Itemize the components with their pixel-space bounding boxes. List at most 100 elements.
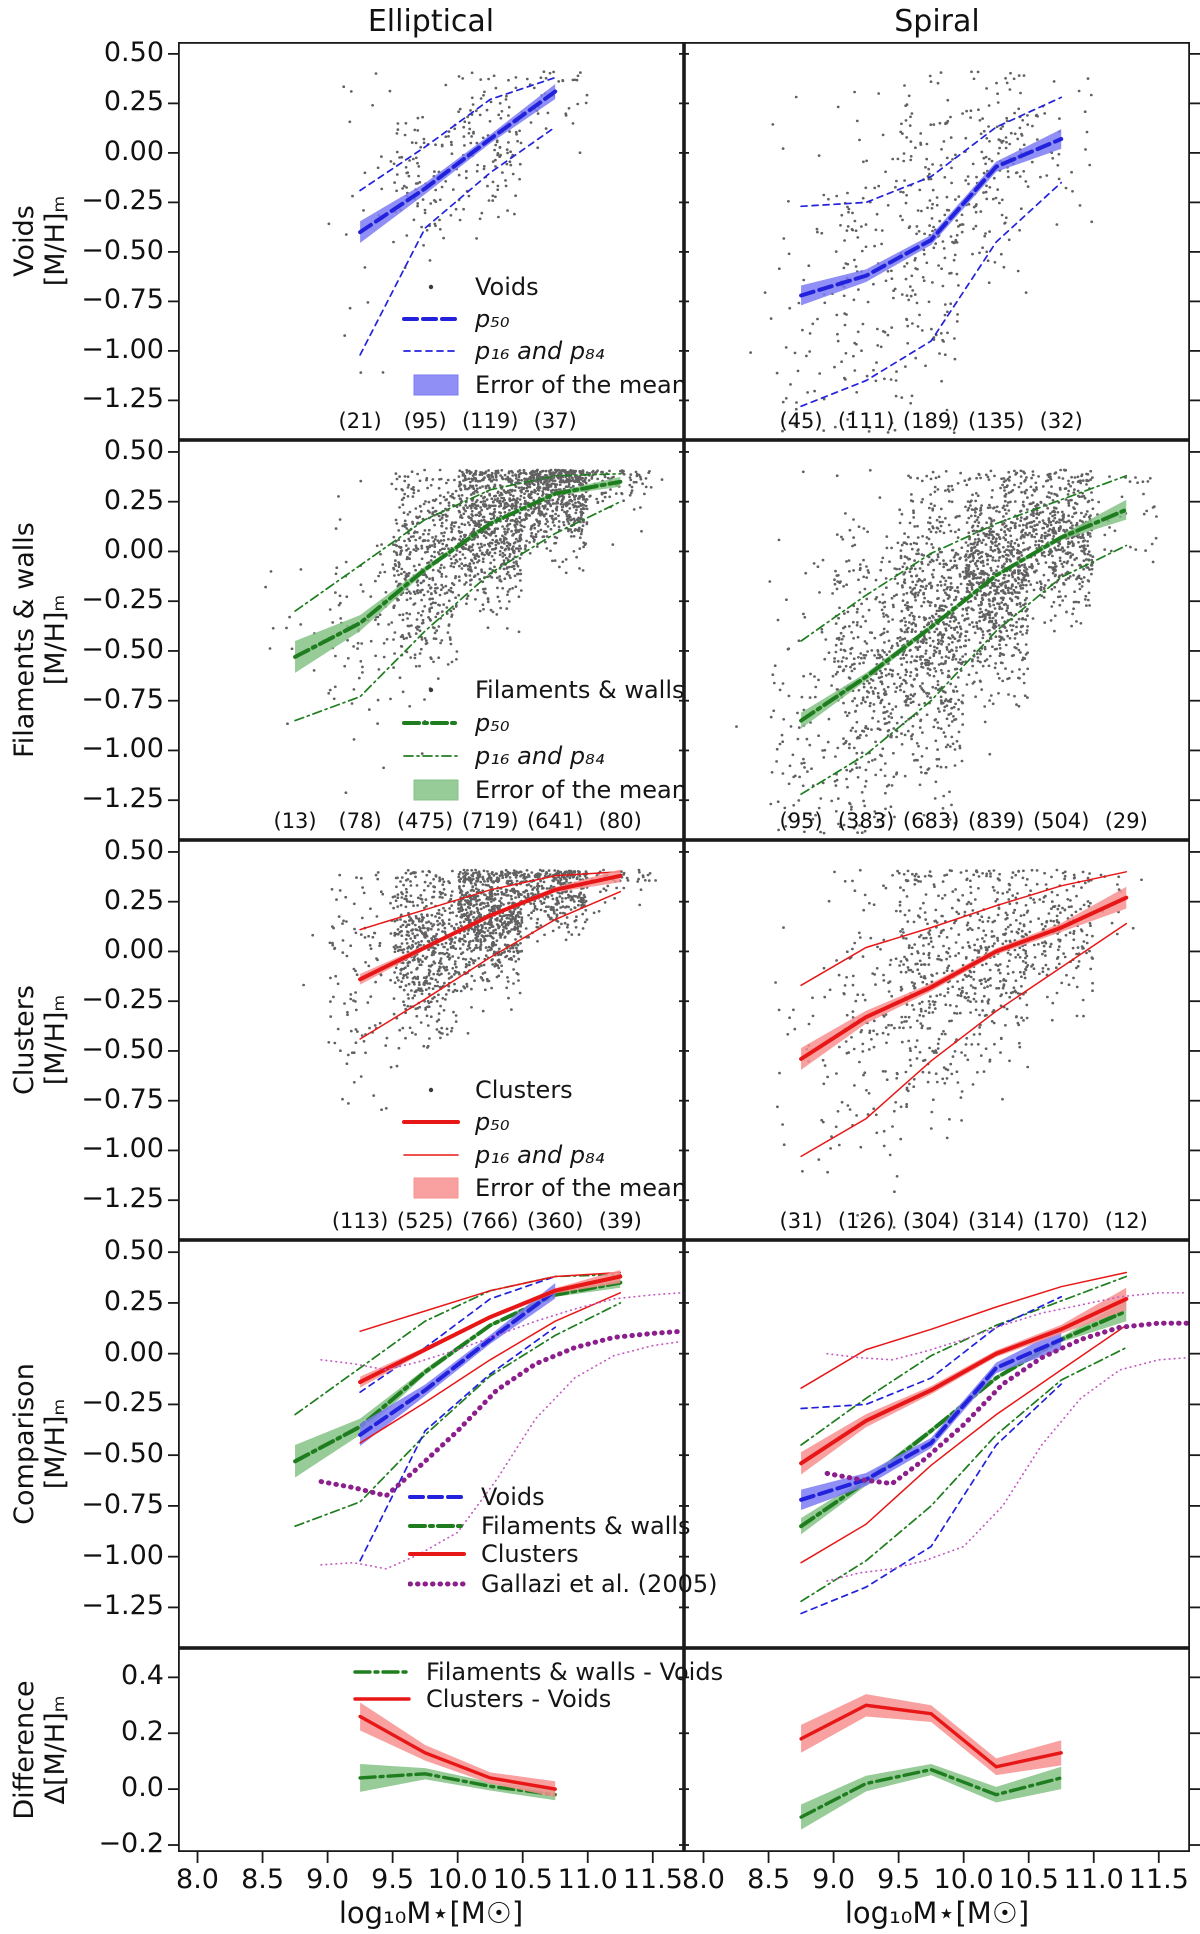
clusters-errmean-handle bbox=[413, 1177, 459, 1199]
filaments_minus_voids-error-band bbox=[801, 1763, 1062, 1830]
legend-item-clusters-scatter: Clusters bbox=[402, 1076, 573, 1104]
filaments-p50-line bbox=[293, 1280, 623, 1464]
panel-border bbox=[684, 1240, 1190, 1648]
voids-p16-line bbox=[359, 1326, 557, 1562]
y-tick-label: 0.25 bbox=[103, 484, 164, 516]
bin-count-label: (525) bbox=[396, 1209, 454, 1233]
x-tick-label: 9.5 bbox=[371, 1864, 415, 1895]
comparison-voids-label: Voids bbox=[481, 1483, 545, 1511]
filaments-errmean-handle bbox=[413, 779, 459, 801]
voids-p50-label: p₅₀ bbox=[475, 305, 510, 333]
bin-count-label: (304) bbox=[902, 1209, 960, 1233]
legend-item-clusters-p50: p₅₀ bbox=[402, 1108, 509, 1136]
panel-difference-elliptical bbox=[178, 1648, 684, 1852]
y-tick-label: −1.25 bbox=[81, 383, 164, 415]
gallazi-p84-line bbox=[320, 1291, 683, 1371]
panel-border bbox=[178, 42, 684, 440]
y-tick-label: 0.00 bbox=[103, 1336, 164, 1368]
legend-item-clusters-errmean: Error of the mean bbox=[402, 1174, 687, 1202]
panel-filaments-spiral bbox=[684, 440, 1190, 840]
y-tick-label: −0.25 bbox=[81, 984, 164, 1016]
panel-border bbox=[178, 440, 684, 840]
bin-count-label: (170) bbox=[1032, 1209, 1090, 1233]
comparison-filaments-handle bbox=[408, 1524, 466, 1528]
bin-count-label: (383) bbox=[837, 809, 895, 833]
y-tick-label: 0.0 bbox=[121, 1772, 164, 1804]
x-tick-label: 11.5 bbox=[622, 1864, 683, 1895]
bin-count-label: (113) bbox=[331, 1209, 389, 1233]
legend-item-comparison-filaments: Filaments & walls bbox=[408, 1512, 691, 1540]
panel-border bbox=[684, 42, 1190, 440]
gallazi-p16-line bbox=[826, 1356, 1189, 1582]
difference-filaments-label: Filaments & walls - Voids bbox=[426, 1658, 724, 1686]
legend-item-filaments-scatter: Filaments & walls bbox=[402, 676, 685, 704]
x-tick-label: 10.5 bbox=[492, 1864, 553, 1895]
bin-count-label: (475) bbox=[396, 809, 454, 833]
panel-difference-spiral bbox=[684, 1648, 1190, 1852]
voids-p50-handle bbox=[402, 317, 460, 321]
clusters-p16-line bbox=[800, 1324, 1128, 1564]
ylabel-difference-name: Difference bbox=[9, 1680, 40, 1820]
difference-filaments-handle bbox=[353, 1670, 411, 1674]
legend-item-voids-p16p84: p₁₆ and p₈₄ bbox=[402, 337, 604, 365]
y-tick-label: −0.50 bbox=[81, 633, 164, 665]
y-tick-label: −0.50 bbox=[81, 1033, 164, 1065]
y-tick-label: −1.00 bbox=[81, 733, 164, 765]
x-tick-label: 10.0 bbox=[933, 1864, 994, 1895]
clusters_minus_voids-line bbox=[358, 1714, 557, 1791]
bin-count-label: (29) bbox=[1104, 809, 1148, 833]
voids-p16p84-handle bbox=[403, 350, 459, 352]
ylabel-filaments-name: Filaments & walls bbox=[9, 522, 40, 758]
bin-count-label: (719) bbox=[461, 809, 519, 833]
x-tick-label: 9.5 bbox=[877, 1864, 921, 1895]
filaments_minus_voids-line bbox=[799, 1767, 1063, 1819]
bin-count-label: (95) bbox=[403, 409, 447, 433]
clusters-p16-line bbox=[359, 890, 622, 1040]
comparison-clusters-label: Clusters bbox=[481, 1540, 579, 1568]
y-tick-label: −0.75 bbox=[81, 683, 164, 715]
y-tick-label: 0.50 bbox=[103, 834, 164, 866]
filaments-p16-line bbox=[800, 544, 1128, 796]
scatter-points bbox=[264, 468, 664, 794]
clusters-p50-handle bbox=[402, 1120, 460, 1124]
filaments-scatter-handle bbox=[428, 687, 434, 693]
clusters-p16p84-label: p₁₆ and p₈₄ bbox=[475, 1141, 605, 1169]
comparison-gallazi-handle bbox=[408, 1581, 466, 1587]
clusters-p50-line bbox=[358, 1274, 623, 1385]
filaments-p84-line bbox=[800, 474, 1128, 642]
panel-filaments-elliptical bbox=[178, 440, 684, 840]
voids-p84-line bbox=[800, 96, 1063, 208]
bin-count-label: (32) bbox=[1039, 409, 1083, 433]
scatter-points bbox=[302, 868, 657, 1111]
clusters-p16-line bbox=[359, 1292, 622, 1444]
clusters-p16-line bbox=[800, 922, 1128, 1158]
bin-count-label: (135) bbox=[967, 409, 1025, 433]
ylabel-clusters-name: Clusters bbox=[9, 985, 40, 1095]
filaments-p50-handle bbox=[402, 721, 460, 725]
bin-count-label: (13) bbox=[273, 809, 317, 833]
filaments-p50-line bbox=[293, 479, 623, 659]
voids-p16-line bbox=[359, 126, 557, 356]
voids-p50-line bbox=[358, 89, 558, 235]
voids-p16p84-label: p₁₆ and p₈₄ bbox=[475, 337, 605, 365]
clusters-error-band bbox=[801, 1287, 1127, 1475]
bin-count-label: (504) bbox=[1032, 809, 1090, 833]
panel-border bbox=[684, 840, 1190, 1240]
y-tick-label: −1.25 bbox=[81, 783, 164, 815]
clusters_minus_voids-error-band bbox=[801, 1694, 1062, 1776]
bin-count-label: (45) bbox=[779, 409, 823, 433]
panel-border bbox=[178, 1240, 684, 1648]
voids-errmean-label: Error of the mean bbox=[475, 371, 687, 399]
filaments-error-band bbox=[801, 1300, 1127, 1535]
gallazi-p50-line bbox=[824, 1320, 1190, 1487]
legend-item-comparison-voids: Voids bbox=[408, 1483, 545, 1511]
legend-item-filaments-errmean: Error of the mean bbox=[402, 776, 687, 804]
x-tick-label: 9.0 bbox=[812, 1864, 856, 1895]
voids-p16-line bbox=[800, 181, 1063, 408]
filaments-p16-line bbox=[294, 500, 622, 722]
scatter-points bbox=[327, 70, 589, 374]
voids-p84-line bbox=[359, 76, 557, 192]
panel-border bbox=[178, 1648, 684, 1852]
ylabel-difference: Difference Δ[M/H]ₘ bbox=[9, 1590, 75, 1910]
